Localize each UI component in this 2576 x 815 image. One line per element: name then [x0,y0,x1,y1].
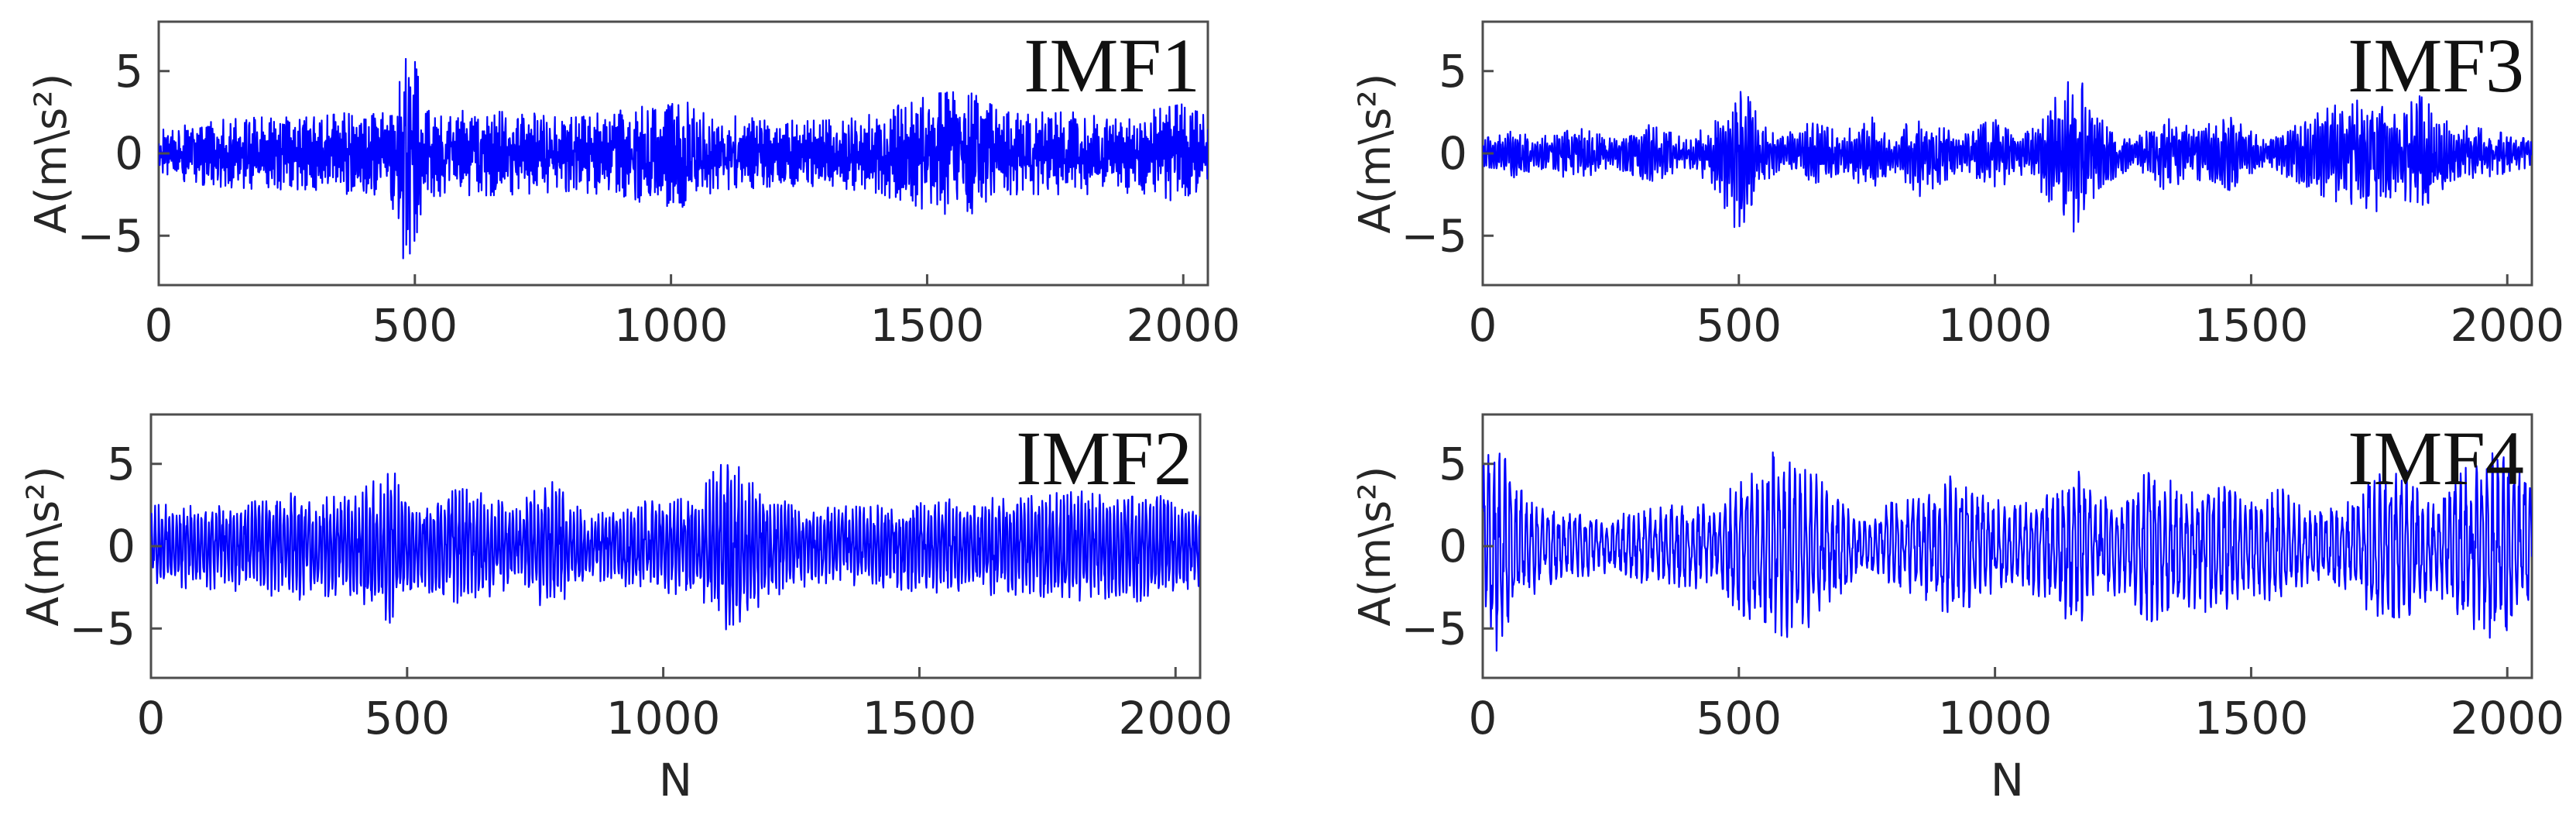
y-tick-label: −5 [77,209,144,262]
x-tick-label: 1500 [2194,692,2309,745]
y-tick-label: 5 [1439,45,1467,98]
x-axis-label: N [659,754,692,806]
y-tick-label: 0 [1439,520,1467,573]
x-tick-label: 1000 [614,299,729,352]
panel-title: IMF1 [1024,22,1200,108]
x-tick-label: 500 [1696,692,1782,745]
y-axis-label: A(m\s²) [19,466,69,626]
x-tick-label: 500 [1696,299,1782,352]
panel-title: IMF2 [1016,415,1192,501]
panel-title: IMF3 [2348,22,2524,108]
x-tick-label: 0 [137,692,166,745]
y-tick-label: 5 [107,438,135,490]
x-tick-label: 0 [145,299,173,352]
x-tick-label: 500 [372,299,458,352]
y-axis-label: A(m\s²) [1350,466,1401,626]
x-tick-label: 2000 [2450,299,2564,352]
y-tick-label: −5 [1401,602,1468,655]
x-tick-label: 1000 [1938,692,2053,745]
x-tick-label: 1500 [870,299,985,352]
x-tick-label: 500 [364,692,450,745]
y-tick-label: 5 [1439,438,1467,490]
x-tick-label: 2000 [2450,692,2564,745]
signal-line-imf2 [151,463,1200,631]
x-tick-label: 1000 [1938,299,2053,352]
y-tick-label: 0 [1439,127,1467,180]
signal-line-imf4 [1483,451,2532,652]
y-tick-label: −5 [70,602,136,655]
x-tick-label: 1500 [863,692,977,745]
x-tick-label: 1500 [2194,299,2309,352]
x-tick-label: 1000 [606,692,721,745]
y-tick-label: 0 [115,127,143,180]
x-axis-label: N [1991,754,2024,806]
y-axis-label: A(m\s²) [26,73,77,233]
x-tick-label: 0 [1469,299,1497,352]
signal-line-imf1 [159,57,1208,260]
y-tick-label: 5 [115,45,143,98]
x-tick-label: 2000 [1118,692,1233,745]
signal-line-imf3 [1483,81,2532,233]
y-axis-label: A(m\s²) [1350,73,1401,233]
panel-title: IMF4 [2348,415,2524,501]
x-tick-label: 2000 [1126,299,1240,352]
y-tick-label: 0 [107,520,135,573]
y-tick-label: −5 [1401,209,1468,262]
x-tick-label: 0 [1469,692,1497,745]
